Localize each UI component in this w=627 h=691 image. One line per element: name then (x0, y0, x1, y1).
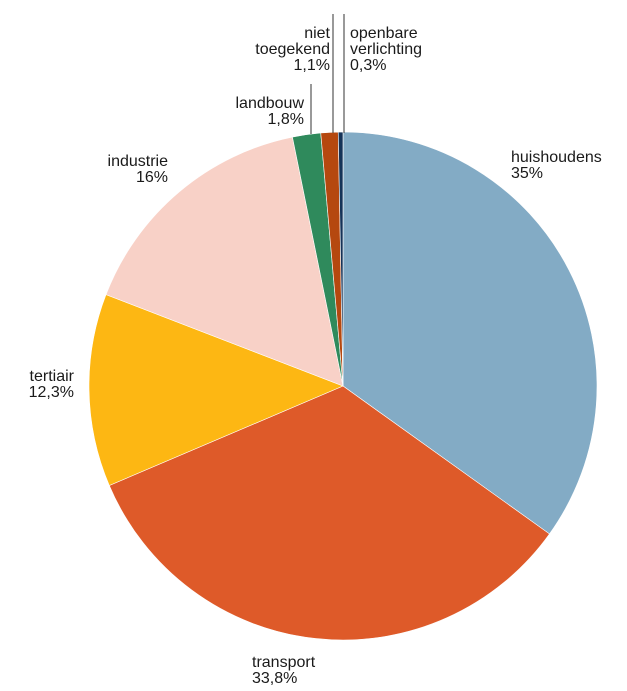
slice-name-label: landbouw (236, 95, 305, 112)
leader-lines (310, 14, 345, 134)
slice-label-transport: transport 33,8% (252, 654, 316, 687)
slice-label-landbouw: landbouw 1,8% (236, 95, 305, 128)
slice-label-niet-toegekend: niet toegekend 1,1% (255, 25, 330, 74)
slice-name-label: tertiair (30, 368, 75, 385)
slice-label-tertiair: tertiair 12,3% (29, 368, 75, 401)
slice-label-openbare-verlichting: openbare verlichting 0,3% (350, 25, 422, 74)
slice-name-label: transport (252, 654, 316, 671)
slice-name-label: openbare (350, 25, 418, 42)
pie-slice-tertiair (88, 294, 344, 486)
slice-labels: huishoudens 35% transport 33,8% tertiair 12,3… (29, 25, 602, 687)
pie-slice-industrie (105, 136, 344, 387)
slice-name-label: huishoudens (511, 149, 602, 166)
pie-slice-openbare-verlichting (337, 131, 344, 387)
slice-name-label: verlichting (350, 41, 422, 58)
slice-name-label: industrie (108, 153, 169, 170)
slice-value-label: 1,8% (268, 111, 304, 128)
slice-name-label: toegekend (255, 41, 330, 58)
slice-label-huishoudens: huishoudens 35% (511, 149, 602, 182)
slice-name-label: niet (304, 25, 330, 42)
pie-slice-transport (108, 385, 550, 641)
pie-slice-huishoudens (342, 131, 598, 535)
slice-value-label: 1,1% (294, 57, 330, 74)
slice-label-industrie: industrie 16% (108, 153, 169, 186)
slice-value-label: 33,8% (252, 670, 297, 687)
slice-value-label: 0,3% (350, 57, 386, 74)
slice-value-label: 12,3% (29, 384, 74, 401)
slice-value-label: 16% (136, 169, 168, 186)
pie-slices (88, 131, 598, 641)
slice-value-label: 35% (511, 165, 543, 182)
